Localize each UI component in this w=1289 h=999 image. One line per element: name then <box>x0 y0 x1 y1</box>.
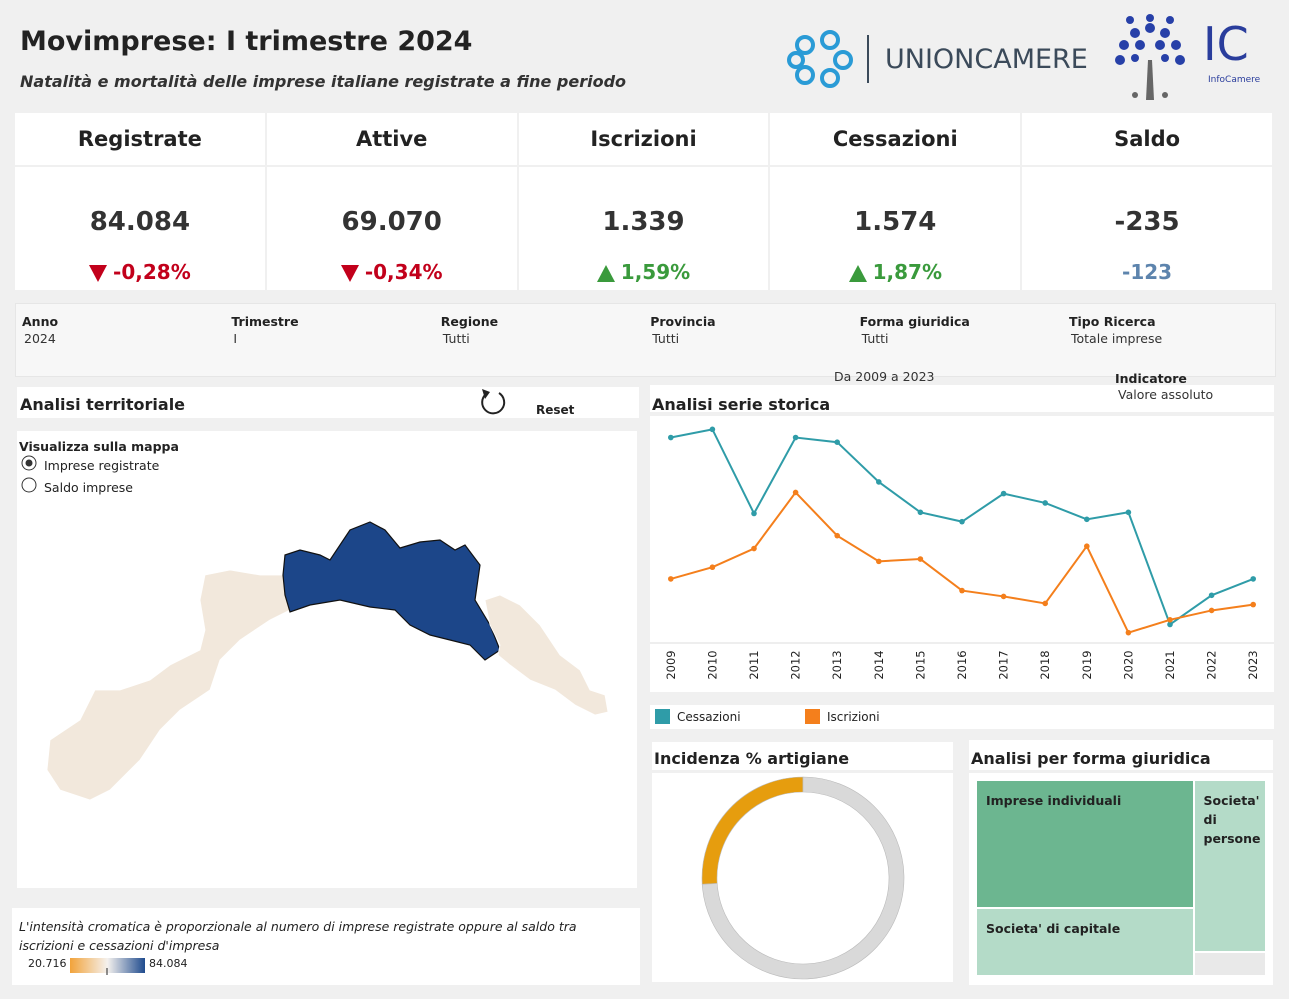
infocamere-logo <box>1115 14 1185 100</box>
trend-arrow <box>89 265 108 282</box>
map-panel <box>17 431 637 888</box>
kpi-value: 1.339 <box>602 207 685 237</box>
subtitle: Natalità e mortalità delle imprese itali… <box>20 72 627 91</box>
filter-label: Forma giuridica <box>859 314 970 329</box>
filter-value[interactable]: 2024 <box>24 331 56 346</box>
indicator-value: Valore assoluto <box>1118 387 1214 402</box>
kpi-change-row: 1,59% <box>519 260 769 284</box>
treemap-cell[interactable]: Societa' di capitale <box>976 908 1194 976</box>
kpi-change: -0,28% <box>113 260 191 284</box>
line-header <box>650 385 1274 412</box>
kpi-card <box>1022 167 1272 290</box>
treemap-header <box>969 740 1273 770</box>
kpi-card <box>518 167 769 290</box>
donut-header <box>652 742 953 770</box>
kpi-header: Iscrizioni <box>518 113 769 165</box>
logo-ic-sub: InfoCamere <box>1208 75 1261 85</box>
indicator-label: Indicatore <box>1115 371 1187 386</box>
filter-label: Anno <box>22 314 59 329</box>
radio-label[interactable]: Imprese registrate <box>44 458 160 473</box>
kpi-change: 1,87% <box>872 260 942 284</box>
territorial-header <box>17 387 639 418</box>
line-legend <box>650 705 1274 729</box>
kpi-change-row: -0,34% <box>267 260 517 284</box>
treemap: Imprese individuali Societa' di capitale S… <box>976 780 1266 976</box>
kpi-value: 84.084 <box>89 207 191 237</box>
kpi-header: Attive <box>266 113 517 165</box>
logo-text: UNIONCAMERE <box>885 44 1088 75</box>
filter-value[interactable]: I <box>233 331 238 346</box>
unioncamere-logo <box>787 30 869 88</box>
line-panel <box>650 416 1274 692</box>
kpi-change: -123 <box>1122 260 1173 284</box>
treemap-label: Societa' di persone <box>1203 793 1261 846</box>
kpi-header: Cessazioni <box>770 113 1021 165</box>
filter-value[interactable]: Tutti <box>652 331 680 346</box>
kpi-value: 1.574 <box>854 207 937 237</box>
territorial-title: Analisi territoriale <box>20 395 186 414</box>
radio-label[interactable]: Saldo imprese <box>44 480 133 495</box>
filter-label: Regione <box>440 314 499 329</box>
filter-label: Trimestre <box>231 314 299 329</box>
map-option-title: Visualizza sulla mappa <box>19 439 179 454</box>
kpi-value: -235 <box>1114 207 1180 237</box>
trend-arrow <box>340 265 359 282</box>
kpi-change-row: 1,87% <box>770 260 1020 284</box>
kpi-change-row: -123 <box>1022 260 1272 284</box>
kpi-card <box>770 167 1021 290</box>
filter-label: Provincia <box>650 314 716 329</box>
treemap-cell[interactable]: Imprese individuali <box>976 780 1194 909</box>
legend-max: 84.084 <box>149 957 188 970</box>
filter-label: Tipo Ricerca <box>1069 314 1156 329</box>
kpi-value: 69.070 <box>341 207 442 237</box>
filter-bar <box>15 303 1276 377</box>
map-note: L'intensità cromatica è proporzionale al… <box>19 919 577 953</box>
treemap-label: Imprese individuali <box>986 793 1122 808</box>
kpi-change: -0,34% <box>364 260 443 284</box>
treemap-cell[interactable] <box>1193 952 1266 976</box>
kpi-change-row: -0,28% <box>15 260 265 284</box>
logo-ic: IC <box>1203 17 1249 71</box>
kpi-change: 1,59% <box>620 260 691 284</box>
range-note: Da 2009 a 2023 <box>834 369 935 384</box>
kpi-card <box>266 167 517 290</box>
reset-button[interactable]: Reset <box>536 403 575 417</box>
donut-panel <box>652 773 953 982</box>
trend-arrow <box>596 265 615 282</box>
title: Movimprese: I trimestre 2024 <box>20 26 473 57</box>
filter-value[interactable]: Tutti <box>861 331 889 346</box>
trend-arrow <box>848 265 867 282</box>
filter-value[interactable]: Totale imprese <box>1071 331 1163 346</box>
kpi-card <box>15 167 265 290</box>
kpi-header: Registrate <box>15 113 265 165</box>
legend-min: 20.716 <box>28 957 67 970</box>
treemap-label: Societa' di capitale <box>986 921 1121 937</box>
kpi-header: Saldo <box>1022 113 1272 165</box>
filter-value[interactable]: Tutti <box>442 331 470 346</box>
treemap-cell[interactable]: Societa' di persone <box>1193 780 1266 953</box>
